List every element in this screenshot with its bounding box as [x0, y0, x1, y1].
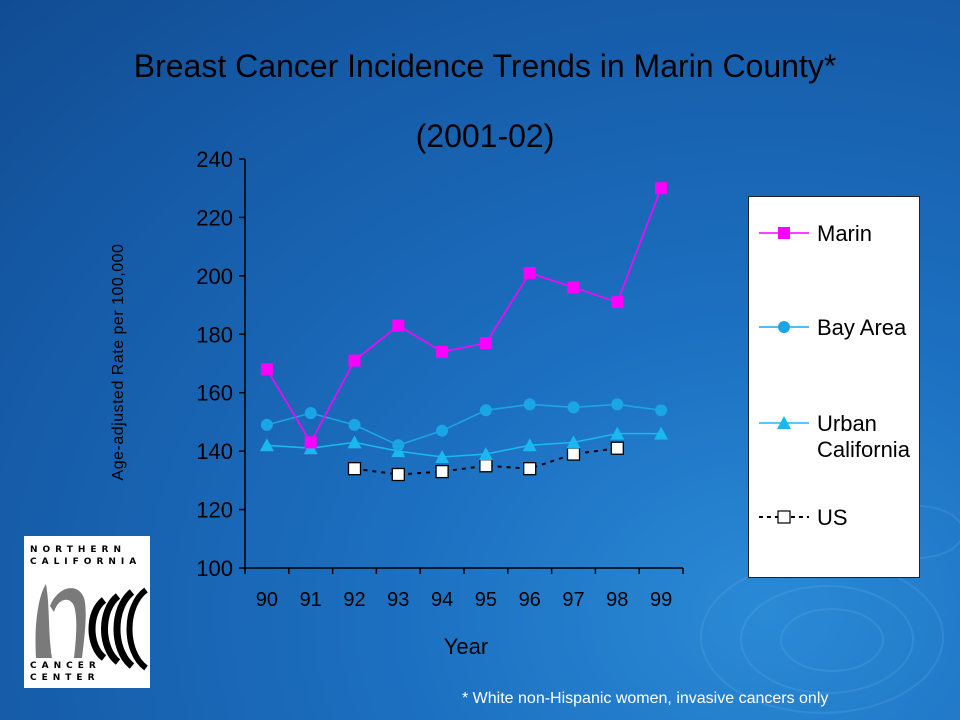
data-point-marin [479, 337, 492, 350]
chart-legend: Marin Bay Area Urban California US [748, 196, 920, 578]
data-point-bay-area [348, 418, 361, 431]
x-tick-label: 95 [475, 589, 497, 611]
logo-mark-icon [35, 584, 148, 671]
y-axis-label: Age-adjusted Rate per 100,000 [110, 244, 127, 481]
series-line-marin [266, 187, 662, 445]
data-point-bay-area [392, 439, 405, 452]
data-point-marin [567, 281, 580, 294]
data-point-us [610, 441, 624, 455]
data-point-marin [304, 436, 317, 449]
data-point-marin [260, 363, 273, 376]
data-point-bay-area [304, 407, 317, 420]
y-tick-label: 200 [196, 264, 233, 289]
data-point-us [347, 462, 362, 476]
legend-label-us: US [817, 505, 848, 530]
data-point-urban-california [566, 435, 581, 449]
x-tick-label: 93 [387, 589, 409, 611]
series-line-bay-area [266, 403, 662, 447]
legend-swatch-marin [759, 227, 809, 239]
data-point-us [523, 462, 537, 476]
background-ripple [740, 585, 914, 694]
data-point-us [435, 464, 449, 479]
series-line-urban-california [266, 432, 662, 458]
chart-series [259, 182, 669, 482]
data-point-urban-california [610, 426, 625, 440]
y-tick-label: 160 [196, 381, 233, 406]
data-point-bay-area [523, 398, 536, 411]
y-tick-label: 240 [196, 147, 233, 172]
logo-text-cancer: CANCER [30, 661, 101, 671]
x-tick-label: 92 [343, 589, 365, 611]
data-point-marin [392, 319, 405, 332]
x-tick-label: 97 [562, 589, 584, 611]
footnote: * White non-Hispanic women, invasive can… [462, 690, 829, 707]
ncccc-logo: NORTHERN CALIFORNIA CANCER CENTER [24, 536, 150, 688]
x-axis-label: Year [444, 634, 488, 659]
data-point-urban-california [347, 435, 362, 449]
chart-axes: 100 120 140 160 180 200 220 240 90 91 92 93 94 95 96 97… [196, 147, 684, 611]
y-tick-label: 140 [196, 439, 233, 464]
x-tick-label: 99 [650, 589, 672, 611]
logo-text-northern: NORTHERN [30, 545, 126, 555]
legend-swatch-bay-area [759, 321, 809, 333]
data-point-marin [655, 182, 668, 195]
background-ripple [780, 608, 884, 672]
x-tick-label: 90 [256, 589, 278, 611]
legend-label-bay-area: Bay Area [817, 315, 907, 340]
logo-text-california: CALIFORNIA [30, 557, 142, 567]
data-point-us [566, 447, 581, 461]
data-point-bay-area [655, 404, 668, 417]
x-tick-label: 98 [606, 589, 628, 611]
data-point-us [391, 467, 405, 482]
data-point-marin [436, 345, 449, 358]
x-tick-label: 96 [519, 589, 541, 611]
data-point-bay-area [611, 398, 624, 411]
data-point-marin [523, 266, 536, 279]
legend-label-marin: Marin [817, 221, 873, 246]
data-point-urban-california [478, 447, 493, 461]
data-point-bay-area [260, 418, 273, 431]
legend-swatch-urban-california [759, 416, 809, 429]
legend-swatch-us [759, 510, 809, 524]
data-point-urban-california [654, 426, 669, 440]
y-tick-label: 220 [196, 205, 233, 230]
slide-subtitle: (2001-02) [415, 118, 555, 154]
y-tick-label: 100 [196, 556, 233, 581]
data-point-bay-area [479, 404, 492, 417]
data-point-bay-area [567, 401, 580, 414]
data-point-urban-california [522, 438, 537, 452]
data-point-marin [611, 296, 624, 309]
data-point-marin [348, 354, 361, 367]
y-tick-label: 120 [196, 498, 233, 523]
x-tick-label: 91 [300, 589, 322, 611]
slide-title: Breast Cancer Incidence Trends in Marin … [133, 48, 837, 84]
logo-text-center: CENTER [30, 673, 100, 683]
data-point-us [479, 459, 493, 473]
y-tick-label: 180 [196, 322, 233, 347]
data-point-urban-california [259, 438, 274, 452]
x-tick-label: 94 [431, 589, 453, 611]
legend-label-urban-california: Urban California [817, 411, 910, 462]
data-point-bay-area [436, 424, 449, 437]
data-point-urban-california [435, 449, 450, 463]
